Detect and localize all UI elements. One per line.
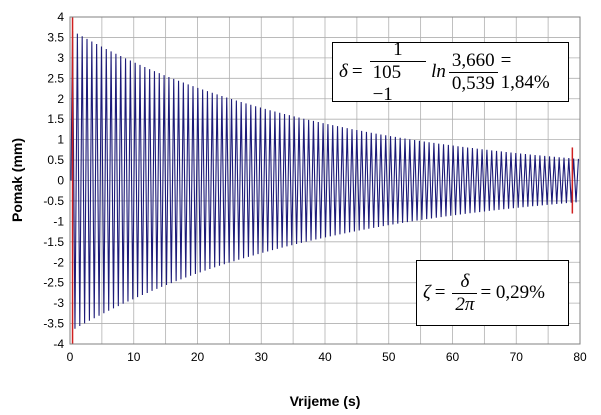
- y-tick-label: 3: [57, 51, 64, 65]
- y-tick-label: 0: [57, 174, 64, 188]
- y-axis-title: Pomak (mm): [9, 138, 25, 222]
- delta-frac1-den: 105 −1: [369, 60, 427, 106]
- y-tick-label: -1: [53, 214, 64, 228]
- x-tick-label: 30: [255, 350, 269, 364]
- plot-border: [69, 16, 581, 345]
- y-tick-label: 1: [57, 133, 64, 147]
- y-tick-label: 2.5: [47, 71, 64, 85]
- delta-frac2-num: 3,660: [451, 49, 495, 71]
- x-tick-label: 0: [67, 350, 74, 364]
- delta-fraction-2: 3,660 0,539: [448, 49, 498, 95]
- zeta-formula-box: ζ = δ 2π = 0,29%: [416, 260, 569, 326]
- y-tick-label: -0.5: [43, 194, 64, 208]
- y-tick-label: -2: [53, 255, 64, 269]
- x-axis-title: Vrijeme (s): [290, 393, 361, 409]
- x-tick-label: 10: [127, 350, 141, 364]
- zeta-result: = 0,29%: [480, 282, 545, 303]
- zeta-frac-den: 2π: [452, 292, 478, 316]
- x-tick-label: 20: [191, 350, 205, 364]
- x-tick-label: 70: [510, 350, 524, 364]
- y-tick-label: 2: [57, 92, 64, 106]
- signal-layer: [70, 30, 579, 329]
- delta-frac1-num: 1: [393, 38, 403, 60]
- x-tick-label: 60: [446, 350, 460, 364]
- y-tick-labels: 4 3.5 3 2.5 2 1.5 1 0.5 0 -0.5 -1 -1.5 -2 -2.5 -3 -3.5 -…: [43, 10, 64, 351]
- x-tick-label: 40: [318, 350, 332, 364]
- x-tick-labels: 0 10 20 30 40 50 60 70 80: [67, 350, 587, 364]
- x-tick-label: 80: [573, 350, 587, 364]
- y-tick-label: 3.5: [47, 30, 64, 44]
- y-tick-label: 0.5: [47, 153, 64, 167]
- y-tick-label: 1.5: [47, 112, 64, 126]
- y-tick-label: -3.5: [43, 317, 64, 331]
- y-tick-label: -2.5: [43, 276, 64, 290]
- y-tick-label: -3: [53, 296, 64, 310]
- y-tick-label: 4: [57, 10, 64, 24]
- y-tick-label: -1.5: [43, 235, 64, 249]
- series-line: [70, 30, 579, 329]
- delta-symbol: δ: [339, 61, 348, 82]
- delta-frac2-den: 0,539: [448, 71, 498, 95]
- delta-fraction-1: 1 105 −1: [369, 38, 427, 106]
- delta-formula-box: δ = 1 105 −1 ln 3,660 0,539 = 1,84%: [332, 39, 569, 105]
- x-tick-label: 50: [382, 350, 396, 364]
- zeta-symbol: ζ: [423, 282, 431, 303]
- delta-ln: ln: [431, 61, 446, 82]
- y-tick-label: -4: [53, 337, 64, 351]
- markers: [71, 17, 574, 344]
- zeta-frac-num: δ: [460, 270, 470, 292]
- zeta-fraction: δ 2π: [452, 270, 478, 316]
- delta-result: = 1,84%: [500, 50, 550, 93]
